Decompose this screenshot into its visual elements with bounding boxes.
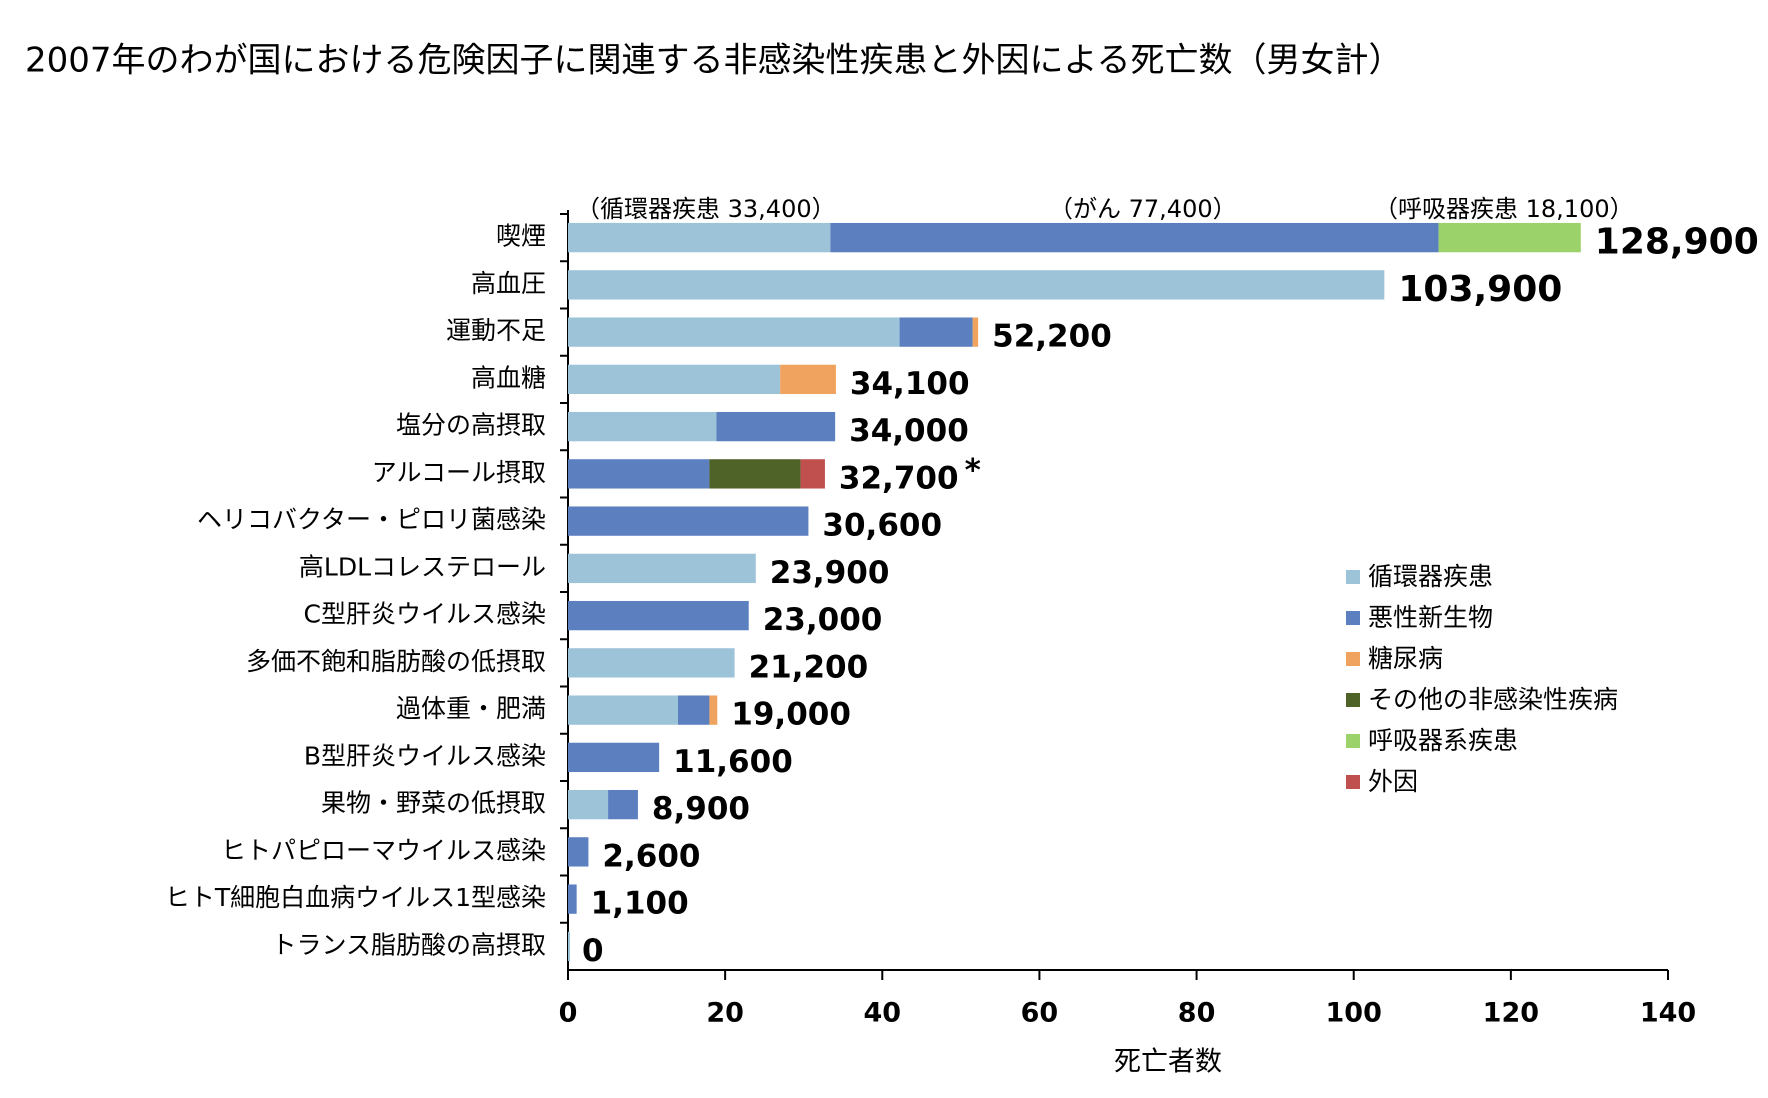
y-tick-label: 塩分の高摂取 xyxy=(396,411,546,440)
y-tick-label: ヒトT細胞白血病ウイルス1型感染 xyxy=(165,883,546,912)
total-label: 1,100 xyxy=(591,886,689,922)
x-tick-label: 0 xyxy=(559,998,578,1029)
x-tick-label: 140 xyxy=(1640,998,1696,1029)
bar-segment xyxy=(709,695,718,725)
legend-swatch xyxy=(1346,775,1360,789)
total-label: 23,000 xyxy=(763,602,883,638)
y-tick-label: トランス脂肪酸の高摂取 xyxy=(271,930,546,959)
x-axis-label: 死亡者数 xyxy=(1114,1047,1222,1078)
bar-segment xyxy=(899,317,973,347)
legend-swatch xyxy=(1346,693,1360,707)
y-tick-label: 多価不飽和脂肪酸の低摂取 xyxy=(246,647,546,676)
bar-segment xyxy=(568,270,1385,300)
bar-segment xyxy=(568,411,717,442)
annotation: * xyxy=(965,452,981,488)
total-label: 128,900 xyxy=(1595,222,1759,263)
total-label: 23,900 xyxy=(770,555,890,591)
bar-segment xyxy=(568,459,710,489)
legend-label: 循環器疾患 xyxy=(1368,562,1493,591)
y-tick-label: 運動不足 xyxy=(446,316,546,345)
bar-segment xyxy=(709,459,801,489)
bar-segment xyxy=(568,222,831,253)
bar-segment xyxy=(568,600,749,631)
total-label: 8,900 xyxy=(652,791,750,827)
legend-label: 悪性新生物 xyxy=(1368,603,1493,632)
bar-segment xyxy=(568,648,735,678)
bar-segment xyxy=(678,695,710,725)
y-tick-label: 高血圧 xyxy=(471,269,546,298)
bar-segment xyxy=(716,411,836,442)
legend-swatch xyxy=(1346,611,1360,625)
x-tick-label: 100 xyxy=(1326,998,1382,1029)
x-tick-label: 60 xyxy=(1021,998,1059,1029)
total-label: 21,200 xyxy=(749,649,869,685)
total-label: 19,000 xyxy=(731,697,851,733)
y-tick-label: 高LDLコレステロール xyxy=(299,552,546,581)
total-label: 52,200 xyxy=(992,319,1112,355)
bar-segment xyxy=(568,695,678,725)
y-tick-label: C型肝炎ウイルス感染 xyxy=(304,600,546,629)
bar-segment xyxy=(568,364,781,395)
y-tick-label: 過体重・肥満 xyxy=(396,694,546,723)
total-label: 32,700 xyxy=(839,460,959,496)
bar-segment xyxy=(972,317,979,347)
annotation: （循環器疾患 33,400） xyxy=(576,195,836,223)
total-label: 2,600 xyxy=(602,838,700,874)
total-label: 0 xyxy=(582,933,604,969)
y-tick-label: 喫煙 xyxy=(496,222,546,251)
bar-segment xyxy=(568,742,660,773)
y-tick-label: 果物・野菜の低摂取 xyxy=(321,789,546,818)
x-tick-label: 40 xyxy=(863,998,901,1029)
y-tick-label: 高血糖 xyxy=(471,363,546,392)
total-label: 11,600 xyxy=(673,744,793,780)
total-label: 34,000 xyxy=(849,413,969,449)
bar-segment xyxy=(568,884,577,914)
y-tick-label: B型肝炎ウイルス感染 xyxy=(304,741,546,770)
bar-segment xyxy=(1438,222,1581,253)
annotation: （呼吸器疾患 18,100） xyxy=(1374,195,1634,223)
legend-swatch xyxy=(1346,570,1360,584)
legend-label: 呼吸器系疾患 xyxy=(1368,726,1518,755)
bar-segment xyxy=(568,789,609,820)
x-tick-label: 120 xyxy=(1483,998,1539,1029)
total-label: 103,900 xyxy=(1398,269,1562,310)
x-tick-label: 80 xyxy=(1178,998,1216,1029)
legend-swatch xyxy=(1346,734,1360,748)
bar-segment xyxy=(568,837,589,867)
x-tick-label: 20 xyxy=(706,998,744,1029)
chart-title: 2007年のわが国における危険因子に関連する非感染性疾患と外因による死亡数（男女… xyxy=(25,41,1403,81)
bar-segment xyxy=(608,789,638,820)
y-tick-label: ヒトパピローマウイルス感染 xyxy=(221,836,546,865)
bar-segment xyxy=(568,506,809,536)
legend-swatch xyxy=(1346,652,1360,666)
y-tick-label: アルコール摂取 xyxy=(372,458,546,487)
bar-segment xyxy=(780,364,836,395)
bar-segment xyxy=(568,553,756,584)
annotation: （がん 77,400） xyxy=(1049,195,1237,223)
legend-label: 糖尿病 xyxy=(1368,644,1443,673)
bar-segment xyxy=(830,222,1439,253)
legend-label: 外因 xyxy=(1368,767,1418,796)
bar-segment xyxy=(800,459,825,489)
total-label: 30,600 xyxy=(822,508,942,544)
bar-segment xyxy=(568,317,900,347)
bar-segment xyxy=(568,931,570,962)
legend-label: その他の非感染性疾病 xyxy=(1368,685,1618,714)
y-tick-label: ヘリコバクター・ピロリ菌感染 xyxy=(197,505,546,534)
total-label: 34,100 xyxy=(850,366,970,402)
